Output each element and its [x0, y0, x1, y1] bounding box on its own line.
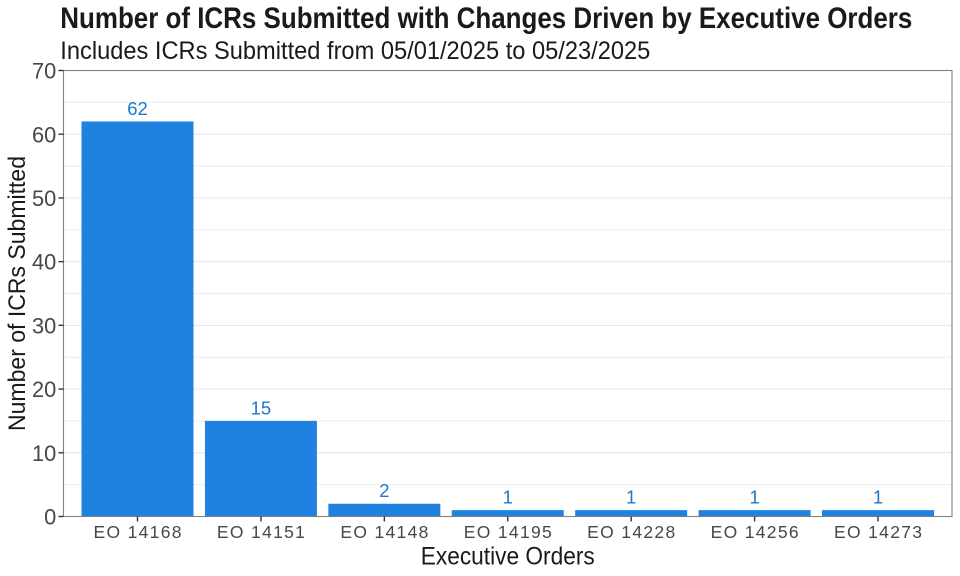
svg-text:Includes ICRs Submitted from 0: Includes ICRs Submitted from 05/01/2025 …: [60, 37, 650, 65]
svg-text:1: 1: [626, 487, 636, 508]
svg-text:1: 1: [503, 487, 513, 508]
svg-text:Number of ICRs Submitted with: Number of ICRs Submitted with Changes Dr…: [60, 3, 912, 35]
svg-text:15: 15: [251, 397, 272, 418]
svg-text:2: 2: [379, 480, 389, 501]
svg-text:1: 1: [749, 487, 759, 508]
svg-text:0: 0: [44, 505, 56, 530]
svg-text:Executive Orders: Executive Orders: [421, 543, 595, 571]
svg-text:Number of ICRs Submitted: Number of ICRs Submitted: [4, 156, 31, 431]
svg-text:62: 62: [127, 98, 148, 119]
svg-text:70: 70: [32, 59, 56, 84]
svg-text:20: 20: [32, 377, 56, 402]
svg-text:60: 60: [32, 122, 56, 147]
svg-text:50: 50: [32, 186, 56, 211]
svg-text:30: 30: [32, 313, 56, 338]
svg-text:1: 1: [873, 487, 883, 508]
svg-text:10: 10: [32, 441, 56, 466]
svg-text:40: 40: [32, 250, 56, 275]
